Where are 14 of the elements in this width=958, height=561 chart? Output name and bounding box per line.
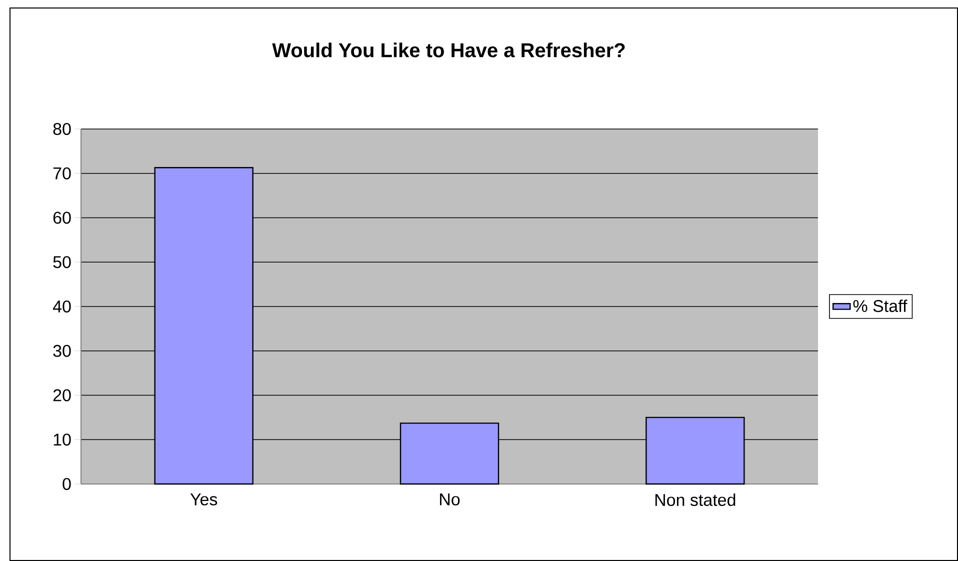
y-tick-label: 80 <box>53 122 71 136</box>
y-tick-label: 70 <box>53 167 71 180</box>
y-tick-label: 40 <box>52 300 71 313</box>
x-tick-label: Non stated <box>655 494 736 506</box>
legend-label: % Staff <box>853 300 908 312</box>
y-tick-label: 30 <box>53 344 71 357</box>
y-tick-label: 50 <box>53 256 71 268</box>
y-tick-label: 60 <box>53 212 71 224</box>
y-tick-label: 10 <box>54 434 71 446</box>
x-tick-label: Yes <box>190 494 218 506</box>
x-tick-label: No <box>440 494 460 506</box>
y-tick-label: 20 <box>53 389 71 402</box>
y-tick-label: 0 <box>62 478 71 490</box>
chart-title: Would You Like to Have a Refresher? <box>272 42 625 58</box>
